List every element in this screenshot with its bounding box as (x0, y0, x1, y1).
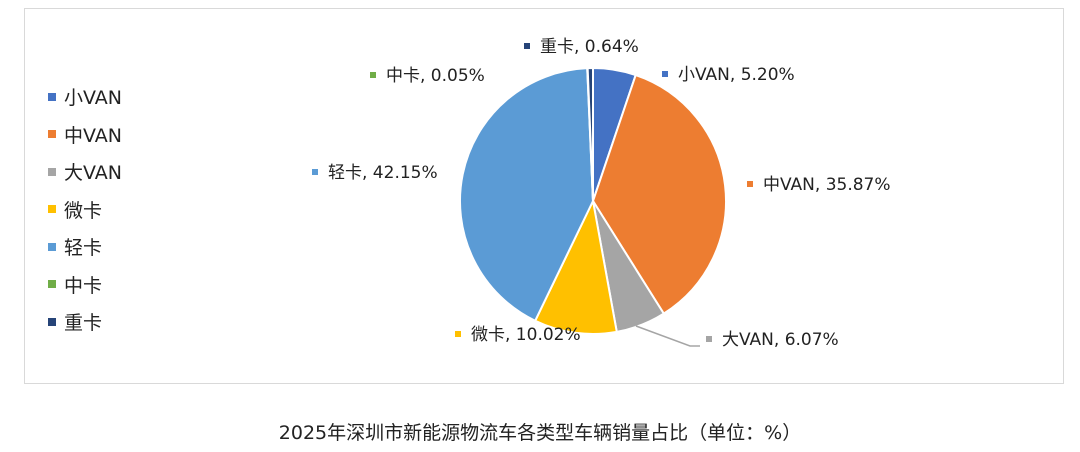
pie-slice (591, 73, 727, 315)
data-label-marker (312, 169, 318, 175)
data-label: 大VAN, 6.07% (722, 330, 839, 350)
legend-swatch (48, 167, 56, 176)
data-label-marker (524, 43, 530, 49)
pie-slice (533, 197, 618, 335)
data-label-marker (747, 181, 753, 187)
legend-label: 小VAN (64, 87, 122, 110)
legend-entry: 大VAN (48, 153, 122, 191)
legend-swatch (48, 317, 56, 326)
legend-label: 中卡 (64, 274, 103, 297)
data-label: 小VAN, 5.20% (678, 65, 795, 85)
legend-label: 中VAN (64, 124, 122, 147)
data-label: 重卡, 0.64% (540, 37, 639, 57)
pie-slice (459, 67, 595, 323)
chart-legend: 小VAN 中VAN 大VAN 微卡 轻卡 中卡 重卡 (48, 78, 122, 341)
data-label-marker (706, 336, 712, 342)
data-label-marker (662, 71, 668, 77)
legend-entry: 重卡 (48, 303, 122, 341)
legend-label: 微卡 (64, 199, 103, 222)
legend-entry: 中VAN (48, 116, 122, 154)
chart-caption: 2025年深圳市新能源物流车各类型车辆销量占比（单位：%） (278, 422, 802, 444)
legend-swatch (48, 205, 56, 214)
pie-data-labels: 小VAN, 5.20% 中VAN, 35.87% 大VAN, 6.07% 微卡, 10… (312, 37, 891, 350)
legend-swatch (48, 242, 56, 251)
legend-label: 大VAN (64, 162, 122, 185)
data-label: 中VAN, 35.87% (763, 175, 891, 195)
legend-label: 轻卡 (64, 237, 103, 260)
legend-swatch (48, 130, 56, 139)
data-label: 中卡, 0.05% (386, 66, 485, 86)
legend-entry: 中卡 (48, 266, 122, 304)
data-label-marker (370, 72, 376, 78)
legend-swatch (48, 280, 56, 289)
legend-swatch (48, 92, 56, 101)
data-label: 轻卡, 42.15% (328, 163, 438, 183)
pie-chart: 小VAN, 5.20% 中VAN, 35.87% 大VAN, 6.07% 微卡, 10… (312, 37, 891, 350)
data-label-marker (455, 331, 461, 337)
leader-line (635, 325, 700, 347)
pie-slices (459, 66, 727, 335)
pie-slice (586, 66, 594, 202)
legend-entry: 轻卡 (48, 228, 122, 266)
legend-entry: 小VAN (48, 78, 122, 116)
data-label: 微卡, 10.02% (471, 325, 581, 345)
legend-entry: 微卡 (48, 191, 122, 229)
legend-label: 重卡 (64, 312, 103, 335)
